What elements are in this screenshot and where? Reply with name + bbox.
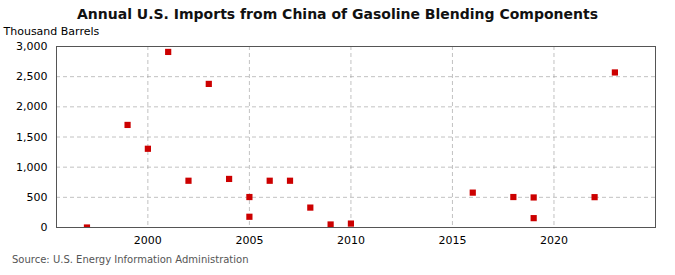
svg-text:2020: 2020 bbox=[540, 234, 568, 247]
svg-text:0: 0 bbox=[41, 221, 48, 234]
svg-text:1,000: 1,000 bbox=[16, 161, 48, 174]
svg-text:Thousand Barrels: Thousand Barrels bbox=[3, 25, 100, 38]
svg-text:2005: 2005 bbox=[235, 234, 263, 247]
svg-text:2000: 2000 bbox=[134, 234, 162, 247]
svg-text:500: 500 bbox=[27, 191, 48, 204]
svg-text:2,500: 2,500 bbox=[16, 70, 48, 83]
svg-text:2015: 2015 bbox=[438, 234, 466, 247]
svg-text:1,500: 1,500 bbox=[16, 131, 48, 144]
svg-text:2,000: 2,000 bbox=[16, 100, 48, 113]
svg-text:3,000: 3,000 bbox=[16, 40, 48, 53]
html-text:Source: U.S. Energy Informatio: Source: U.S. Energy Information Administ… bbox=[12, 254, 249, 265]
html-text:Annual U.S. Imports from China: Annual U.S. Imports from China of Gasoli… bbox=[77, 6, 598, 22]
svg-text:2010: 2010 bbox=[337, 234, 365, 247]
